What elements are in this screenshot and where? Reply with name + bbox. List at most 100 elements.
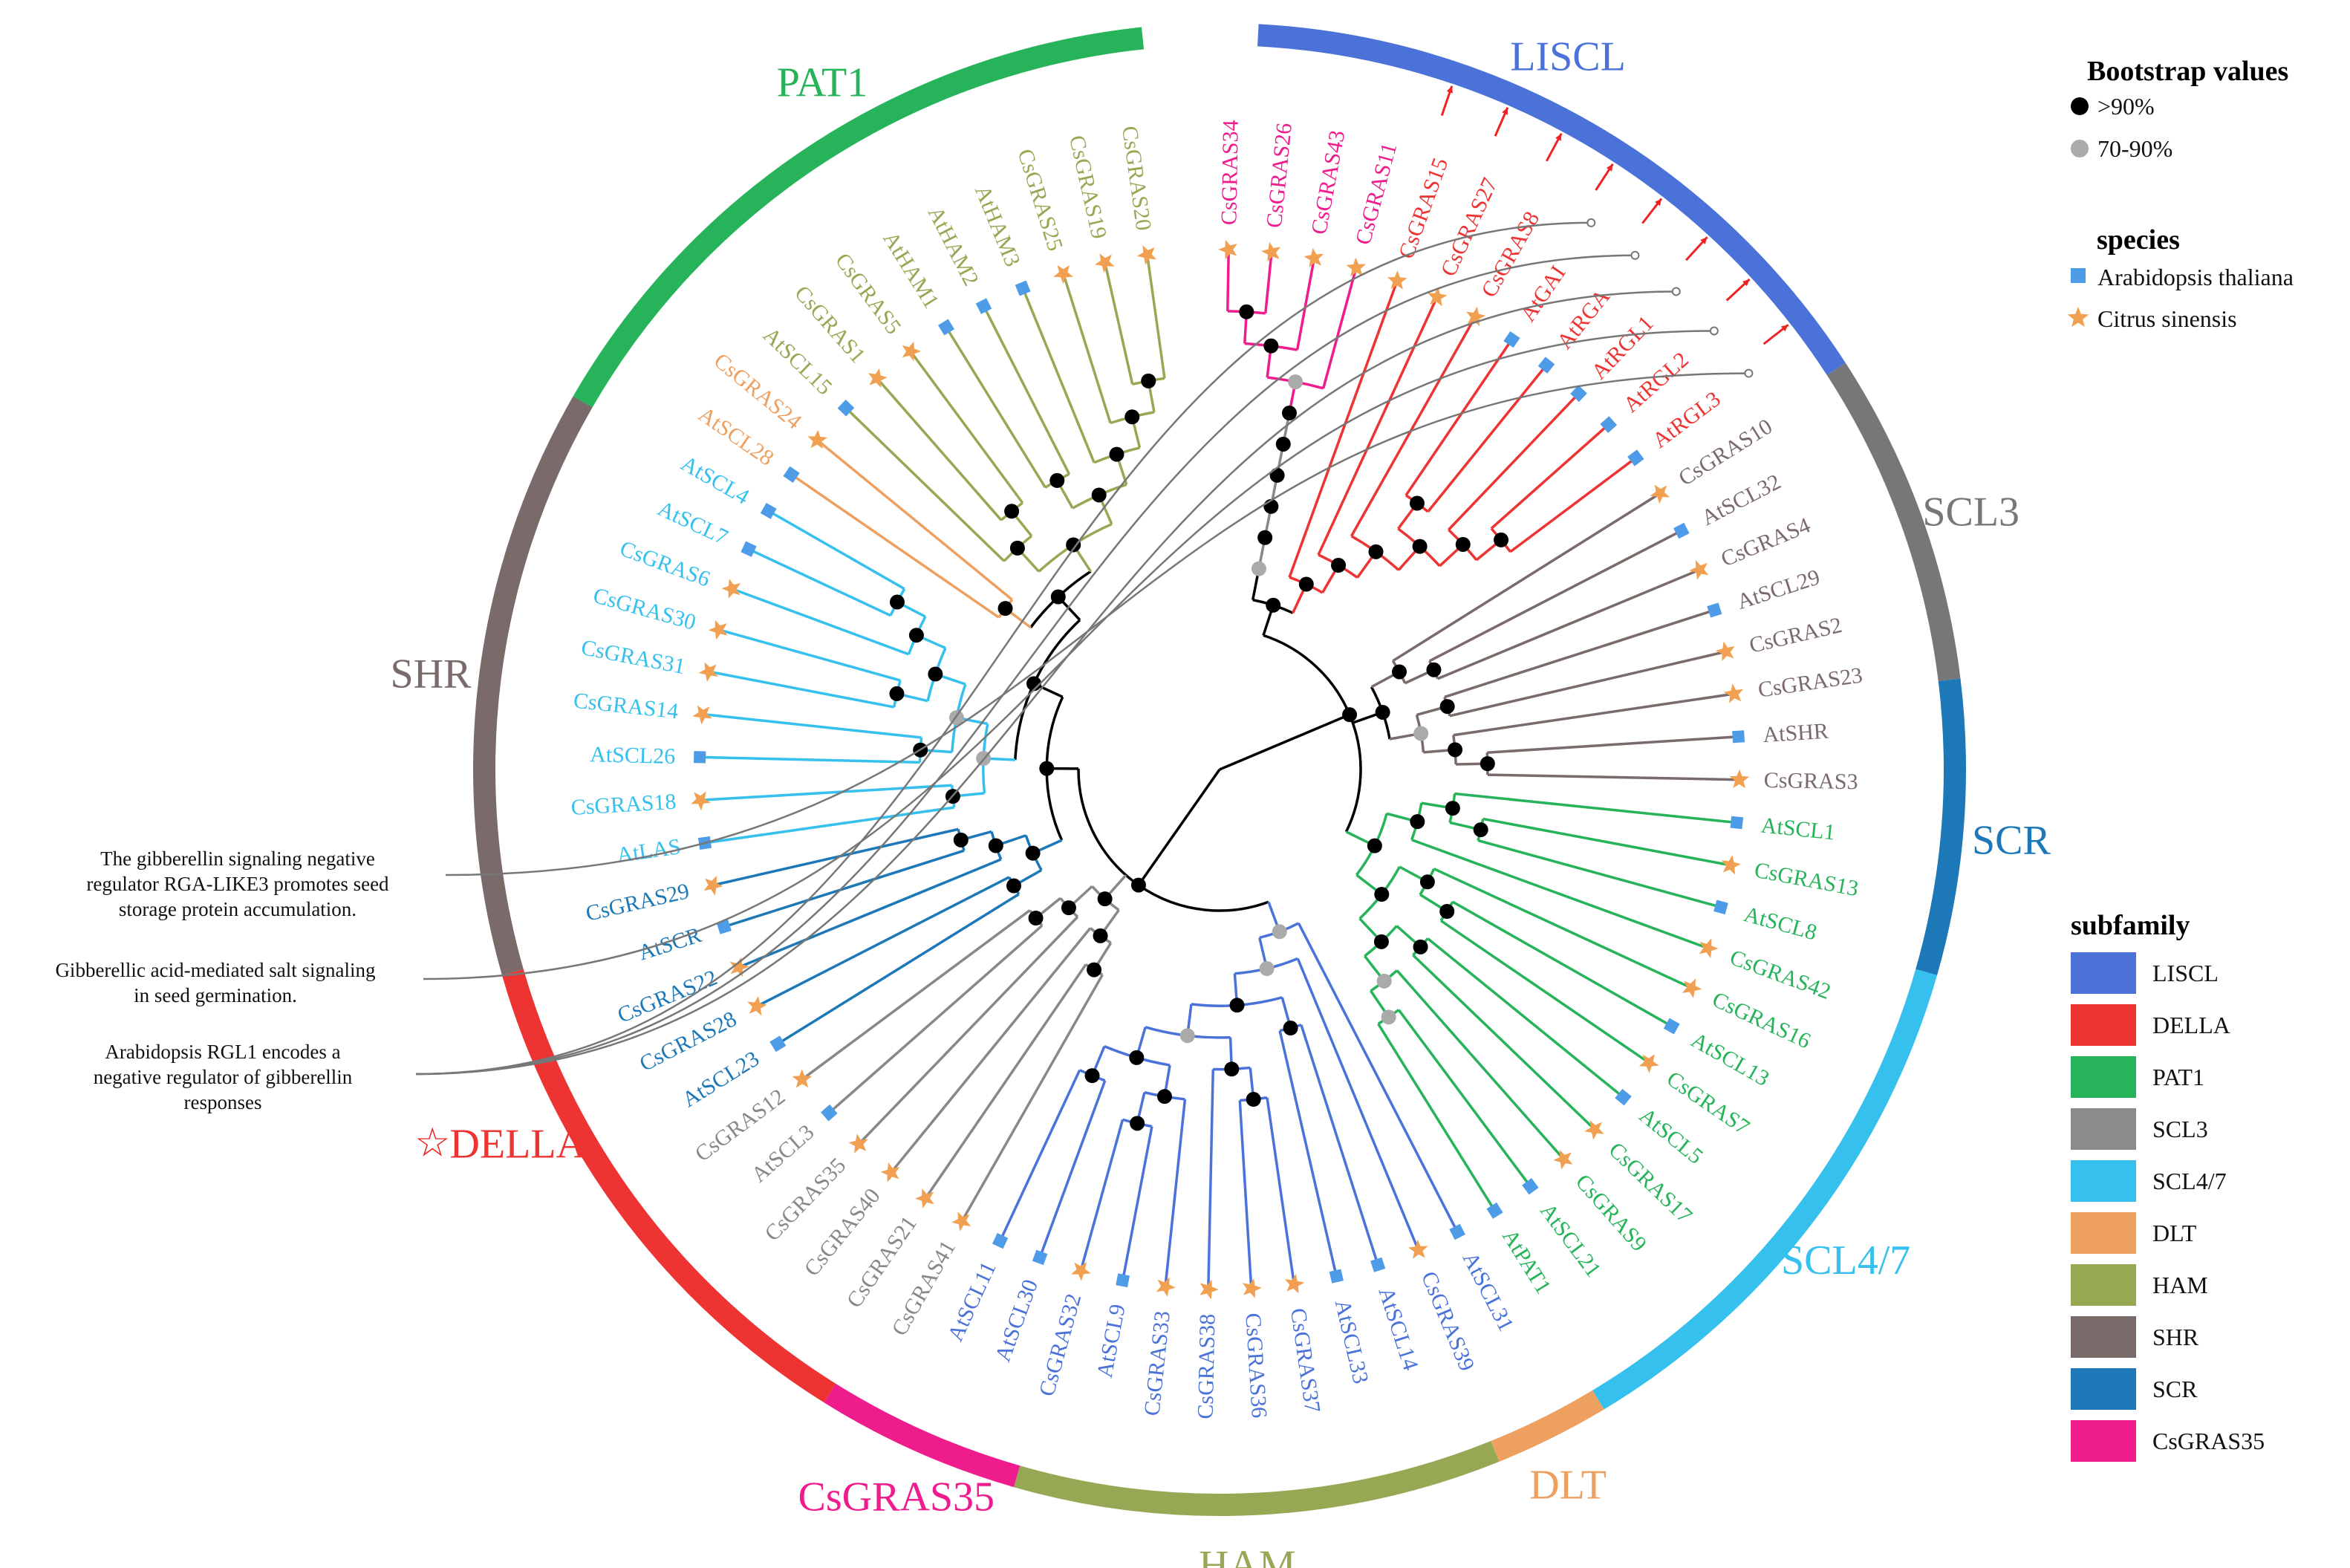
leaf-label-csgras37: CsGRAS37 [1286, 1307, 1325, 1414]
citrus-star-icon [1584, 1120, 1604, 1140]
leaf-branch-csgras27 [1317, 296, 1439, 556]
leaf-branch-csgras31 [709, 670, 894, 709]
citrus-star-icon [1689, 560, 1709, 580]
leaf-label-csgras26: CsGRAS26 [1262, 122, 1297, 229]
leaf-label-csgras32: CsGRAS32 [1035, 1291, 1087, 1399]
clade-labels: LISCL SCL3 SCR SCL4/7 DLT HAM CsGRAS35 DELLA SHR… [391, 33, 2051, 1568]
leaf-branch-csgras10 [1392, 492, 1661, 663]
bootstrap-over-90-dot [1410, 814, 1425, 830]
leaf-branch-atscl8 [1477, 839, 1722, 909]
annotation-endpoint [1744, 368, 1754, 378]
citrus-star-icon [729, 957, 749, 977]
clade-label-liscl: LISCL [1510, 33, 1626, 79]
leaf-branch-csgras42 [1411, 838, 1708, 950]
leaf-branch-csgras41 [960, 974, 1104, 1222]
arc-band-pat1 [573, 27, 1145, 408]
leaf-branch-csgras4 [1437, 568, 1700, 680]
leaf-label-csgras3: CsGRAS3 [1764, 768, 1858, 794]
arabidopsis-square-icon [1713, 900, 1728, 915]
citrus-star-icon [1699, 938, 1719, 958]
annotation-connector-atrgl3 [445, 372, 1749, 876]
della-arrow-head [1700, 237, 1708, 244]
bootstrap-over-90-dot [1448, 742, 1463, 758]
bootstrap-over-90-dot [1091, 487, 1107, 503]
leaf-branch-atscl9 [1121, 1126, 1153, 1281]
bootstrap-over-90-dot [1426, 662, 1442, 677]
bootstrap-over-90-dot [1224, 1061, 1240, 1077]
leaf-label-atshr: AtSHR [1762, 719, 1829, 748]
bootstrap-over-90-dot [1263, 338, 1279, 354]
leaf-branch-atscl26 [700, 755, 920, 764]
leaf-label-csgras39: CsGRAS39 [1416, 1268, 1480, 1375]
citrus-star-icon [692, 705, 712, 725]
subfamily-swatch-liscl [2071, 952, 2136, 994]
bootstrap-over-90-dot [1239, 304, 1254, 319]
leaf-label-atham3: AtHAM3 [970, 182, 1025, 270]
leaf-branch-atham1 [945, 326, 1047, 489]
subfamily-legend: subfamily LISCL DELLA PAT1 SCL3 SCL4/7 DLT HAM… [2071, 910, 2265, 1462]
subfamily-swatch-scr [2071, 1368, 2136, 1410]
leaf-label-atscl30: AtSCL30 [990, 1276, 1043, 1364]
arc-band-della [501, 969, 836, 1403]
bootstrap-over-90-dot [1061, 900, 1076, 916]
bootstrap-70-90-dot [1376, 973, 1392, 989]
bootstrap-legend-title: Bootstrap values [2087, 56, 2288, 87]
bootstrap-over-90-dot [1281, 406, 1297, 421]
leaf-branch-csgras40 [890, 927, 1092, 1174]
leaf-label-csgras34: CsGRAS34 [1217, 120, 1243, 225]
leaf-label-csgras4: CsGRAS4 [1717, 513, 1814, 571]
annotation-connector-atgai [415, 221, 1592, 1076]
bootstrap-over-90-dot [1439, 904, 1455, 919]
arabidopsis-square-icon [1329, 1269, 1344, 1284]
leaf-label-csgras42: CsGRAS42 [1727, 945, 1834, 1004]
leaf-label-atscl11: AtSCL11 [943, 1258, 1001, 1345]
leaf-branch-csgras38 [1207, 1069, 1214, 1289]
leaf-branch-atscl15 [844, 407, 1006, 562]
subfamily-label-scr: SCR [2152, 1376, 2198, 1402]
tree-arc-branch [1077, 768, 1269, 912]
citrus-star-icon [1682, 978, 1702, 998]
leaf-branch-atgai [1405, 339, 1513, 496]
tree-arc-branch [1263, 634, 1362, 833]
citrus-star-icon [691, 791, 711, 811]
arabidopsis-square-icon [1522, 1178, 1539, 1195]
tree-radial-branch [1137, 768, 1221, 886]
leaf-label-atgai: AtGAI [1515, 261, 1570, 326]
leaf-label-atscl14: AtSCL14 [1374, 1284, 1423, 1373]
bootstrap-over-90-dot [1028, 911, 1044, 926]
leaf-branch-csgras20 [1145, 254, 1166, 379]
leaf-branch-csgras9 [1396, 969, 1565, 1160]
leaf-branch-csgras37 [1266, 1097, 1296, 1285]
arabidopsis-square-icon [837, 399, 855, 417]
annotation-3-line: negative regulator of gibberellin [94, 1066, 353, 1088]
bootstrap-over-90-dot [1367, 838, 1382, 853]
leaf-branch-atscl14 [1300, 1024, 1379, 1266]
citrus-star-icon [868, 368, 888, 388]
citrus-star-icon [1136, 245, 1156, 265]
species-legend-title: species [2097, 224, 2180, 256]
leaf-label-csgras30: CsGRAS30 [590, 583, 698, 635]
bootstrap-70-90-dot [1288, 374, 1303, 390]
arabidopsis-square-icon [783, 466, 800, 483]
citrus-star-icon [1721, 855, 1741, 875]
leaf-label-atscl4: AtSCL4 [677, 451, 753, 509]
citrus-star-icon [1200, 1279, 1219, 1300]
bootstrap-over-90-dot [1480, 756, 1495, 772]
citrus-star-icon [1156, 1277, 1176, 1297]
bootstrap-over-90-dot [1269, 467, 1285, 483]
subfamily-swatch-dlt [2071, 1212, 2136, 1254]
bootstrap-70-90-dot [1272, 924, 1287, 940]
clade-label-della: DELLA [449, 1121, 586, 1167]
arabidopsis-square-icon [716, 919, 732, 934]
bootstrap-over-90-dot [1246, 1092, 1261, 1107]
bootstrap-over-90-dot [1368, 544, 1384, 559]
bootstrap-70-90-dot [1251, 561, 1266, 576]
clade-label-scl47: SCL4/7 [1781, 1237, 1910, 1284]
leaf-branch-csgras30 [718, 628, 901, 682]
bootstrap-over-90-dot [953, 832, 969, 848]
arc-band-shr [473, 396, 593, 976]
leaf-branch-atscl11 [999, 1069, 1081, 1242]
arabidopsis-square-icon [1486, 1202, 1503, 1219]
leaf-label-atscl3: AtSCL3 [747, 1120, 819, 1188]
